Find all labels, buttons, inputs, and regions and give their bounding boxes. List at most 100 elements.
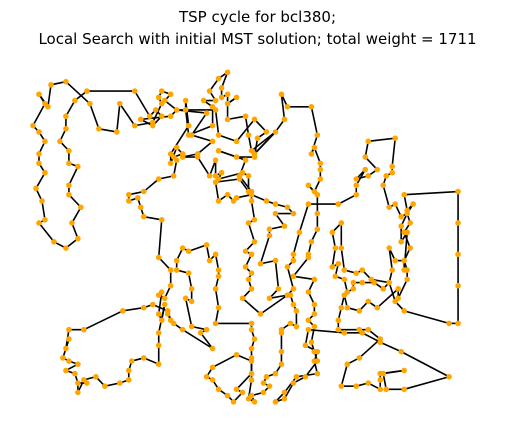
city-point (131, 88, 138, 94)
tour-edge (391, 138, 396, 167)
city-point (314, 226, 321, 233)
tour-edge (253, 118, 268, 133)
city-point (293, 323, 300, 330)
city-point (272, 370, 279, 377)
city-point (245, 173, 252, 179)
city-point (203, 242, 210, 248)
tour-edge (310, 134, 319, 155)
city-point (353, 176, 360, 182)
city-point (275, 286, 282, 292)
tour-edge (337, 193, 357, 205)
tour-edge (361, 332, 381, 343)
city-point (404, 276, 410, 283)
city-point (239, 169, 246, 176)
city-point (278, 361, 285, 367)
tour-edge (283, 376, 298, 393)
city-point (170, 173, 177, 179)
city-point (63, 113, 69, 120)
city-point (455, 282, 461, 289)
city-point (212, 173, 219, 179)
city-point (230, 198, 237, 204)
city-point (233, 154, 240, 160)
tour-edge (68, 166, 79, 186)
city-point (365, 380, 372, 386)
city-point (386, 204, 393, 211)
tour-edge (122, 306, 144, 312)
tour-edge (191, 134, 213, 143)
city-point (125, 377, 132, 383)
city-point (42, 217, 48, 223)
tour-edge (358, 338, 381, 359)
tour-edge (184, 109, 190, 136)
tour-edge (298, 203, 310, 233)
city-point (251, 217, 258, 223)
city-point (287, 320, 294, 327)
city-point (66, 147, 72, 154)
city-point (194, 151, 201, 157)
city-point (242, 248, 249, 254)
city-point (248, 377, 255, 383)
city-point (284, 264, 291, 270)
tour-edge (340, 363, 349, 387)
city-point (102, 383, 108, 389)
city-point (272, 129, 279, 135)
city-point (401, 191, 407, 198)
chart-title-line-1: TSP cycle for bcl380; (178, 8, 336, 26)
city-point (63, 367, 69, 374)
city-point (302, 342, 309, 349)
city-point (155, 254, 162, 261)
city-point (272, 399, 279, 405)
city-point (245, 220, 252, 226)
tour-edge (214, 288, 220, 308)
city-point (311, 144, 318, 151)
plot-area (30, 69, 461, 405)
tour-edge (143, 215, 162, 221)
city-point (344, 361, 351, 367)
city-point (149, 119, 156, 126)
tour-edge (212, 354, 237, 369)
city-point (311, 348, 318, 355)
city-point (338, 304, 345, 311)
city-point (215, 198, 222, 204)
city-point (33, 185, 39, 192)
city-point (206, 88, 213, 94)
city-point (117, 100, 123, 107)
city-point (164, 311, 171, 317)
city-point (392, 201, 398, 207)
tour-edge (227, 115, 246, 121)
city-point (353, 383, 360, 389)
tour-edge (274, 260, 280, 289)
city-point (335, 326, 342, 333)
city-point (167, 282, 174, 289)
city-point (341, 267, 348, 273)
city-point (302, 373, 309, 380)
city-point (401, 229, 407, 236)
city-point (305, 182, 312, 189)
city-point (398, 238, 404, 245)
city-point (63, 125, 69, 132)
tour-edge (98, 127, 117, 133)
city-point (117, 380, 123, 386)
city-point (446, 373, 452, 380)
tour-edge (218, 134, 237, 143)
city-point (209, 345, 216, 352)
city-point (395, 295, 401, 302)
city-point (248, 370, 255, 377)
city-point (42, 138, 48, 145)
city-point (36, 220, 42, 226)
city-point (308, 238, 315, 245)
tour-edge (250, 200, 256, 220)
city-point (173, 107, 180, 113)
tour-edge (89, 103, 100, 130)
city-point (63, 345, 69, 352)
city-point (155, 94, 162, 101)
city-point (389, 267, 396, 273)
city-point (78, 204, 84, 211)
city-point (93, 373, 99, 380)
city-point (341, 330, 348, 336)
city-point (398, 213, 404, 220)
city-point (155, 176, 162, 182)
tour-edge (235, 373, 253, 390)
city-point (356, 308, 363, 314)
